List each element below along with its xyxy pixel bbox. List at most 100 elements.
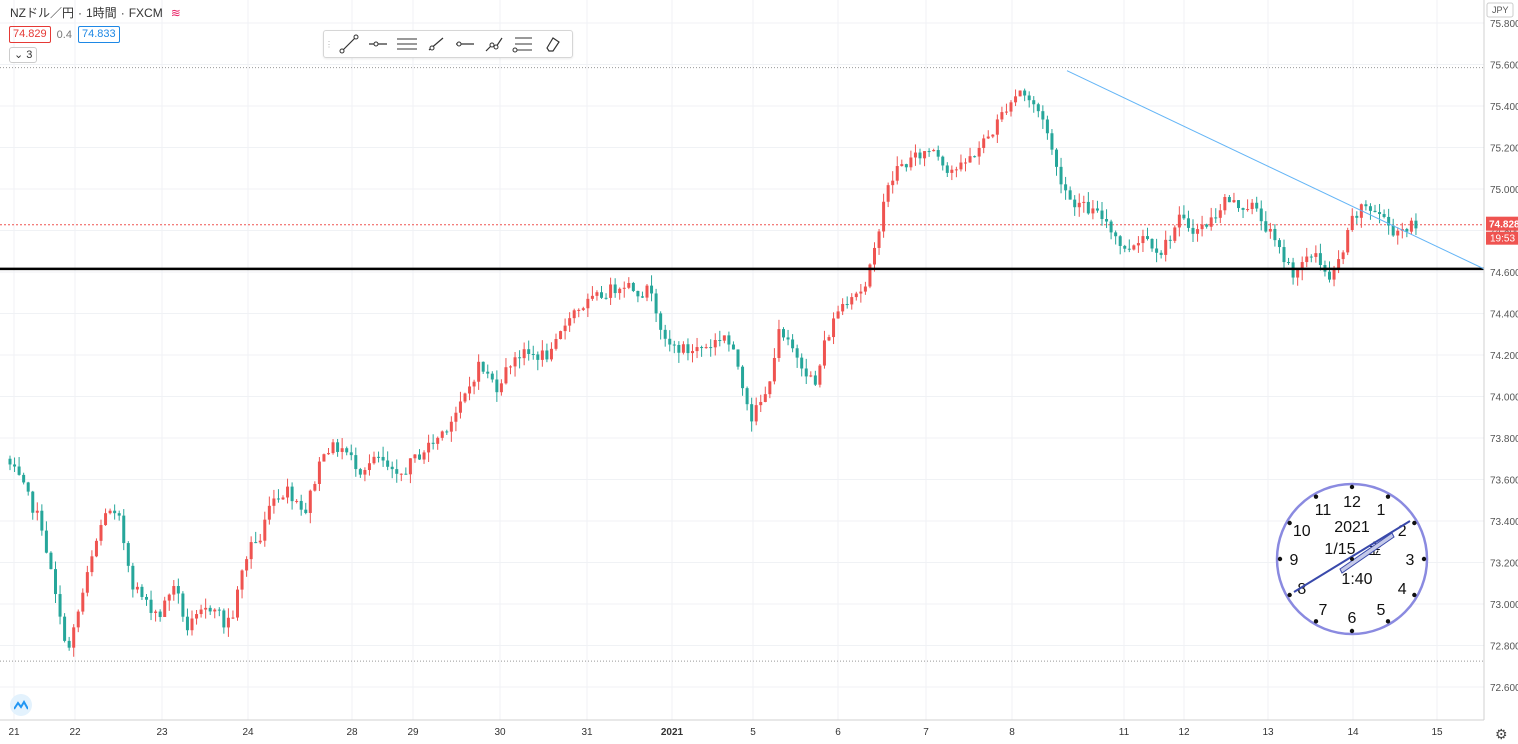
symbol-name: NZドル／円 <box>10 6 74 20</box>
clock-hour-hand <box>1339 532 1395 574</box>
tradingview-logo-icon[interactable] <box>10 694 32 716</box>
candle-body <box>645 285 649 298</box>
candle-body <box>1127 248 1131 250</box>
price-tick-label: 73.000 <box>1490 600 1518 611</box>
clock-tick <box>1287 592 1292 598</box>
ask-price[interactable]: 74.833 <box>77 26 120 43</box>
candle-body <box>495 379 499 393</box>
interval-label: 1時間 <box>86 6 117 20</box>
candle-body <box>1182 214 1186 219</box>
candle-body <box>586 298 590 309</box>
candle-body <box>1205 224 1209 227</box>
candle-body <box>1041 111 1045 120</box>
candle-body <box>522 349 526 359</box>
drawings[interactable] <box>0 70 1485 271</box>
clock-tick <box>1412 520 1417 526</box>
candle-body <box>427 442 431 453</box>
arrow-line-icon[interactable] <box>421 32 450 56</box>
candle-body <box>800 357 804 369</box>
clock-tick <box>1385 494 1391 499</box>
horizontal-ray-icon[interactable] <box>363 32 392 56</box>
candle-body <box>72 627 76 648</box>
parallel-channel-icon[interactable] <box>392 32 421 56</box>
candle-body <box>1296 269 1300 278</box>
candle-body <box>531 353 535 355</box>
clock-number: 7 <box>1319 602 1328 619</box>
candle-body <box>1223 197 1227 211</box>
candle-body <box>281 497 285 500</box>
currency-label: JPY <box>1492 5 1509 15</box>
candle-body <box>113 510 117 514</box>
candle-body <box>190 618 194 631</box>
candle-body <box>540 350 544 360</box>
candle-body <box>395 469 399 474</box>
candle-body <box>1073 199 1077 208</box>
candle-body <box>295 500 299 502</box>
clock-tick <box>1313 494 1319 499</box>
price-tick-label: 73.200 <box>1490 559 1518 570</box>
candle-body <box>217 609 221 611</box>
candle-body <box>308 490 312 513</box>
time-tick-label: 7 <box>923 727 929 738</box>
candle-body <box>859 291 863 294</box>
candle-body <box>791 339 795 349</box>
time-axis[interactable]: 21 22 23 24 28 29 30 31 2021 5 6 7 8 11 12 13 14 15 <box>0 719 1484 738</box>
candle-body <box>1186 218 1190 228</box>
candle-body <box>804 368 808 377</box>
price-axis[interactable]: 75.80075.60075.40075.20075.00074.80074.6… <box>1483 0 1518 744</box>
candle-body <box>1259 208 1263 222</box>
candle-body <box>559 331 563 340</box>
candle-body <box>1146 236 1149 239</box>
path-icon[interactable] <box>479 32 508 56</box>
candle-body <box>1059 166 1063 185</box>
drag-handle-icon[interactable]: ⋮ <box>325 39 333 49</box>
candle-body <box>477 361 481 382</box>
candle-body <box>691 351 694 354</box>
symbol-header[interactable]: NZドル／円 · 1時間 · FXCM ≋ <box>10 4 181 21</box>
clock-minute-hand <box>1293 520 1411 593</box>
quote-row: 74.829 0.4 74.833 <box>9 26 120 43</box>
candle-body <box>26 482 30 492</box>
candle-body <box>891 180 895 186</box>
candle-body <box>954 169 958 171</box>
candle-body <box>1177 214 1181 228</box>
candle-body <box>145 596 148 600</box>
candle-body <box>982 138 986 148</box>
candle-body <box>986 136 990 139</box>
candle-body <box>390 466 394 470</box>
candle-body <box>554 339 558 349</box>
candle-body <box>750 404 754 422</box>
horizontal-line-icon[interactable] <box>450 32 479 56</box>
candle-body <box>1227 197 1231 203</box>
gear-icon[interactable]: ⚙ <box>1495 726 1508 742</box>
bid-price[interactable]: 74.829 <box>9 26 51 43</box>
candle-body <box>1409 220 1413 232</box>
trend-line-icon[interactable] <box>334 32 363 56</box>
price-tick-label: 75.600 <box>1490 61 1518 72</box>
price-tick-label: 72.800 <box>1490 642 1518 653</box>
candle-body <box>581 308 585 310</box>
candle-body <box>636 290 640 297</box>
candle-body <box>58 594 62 617</box>
candle-body <box>1405 228 1409 232</box>
candle-body <box>490 373 494 380</box>
fib-icon[interactable] <box>508 32 537 56</box>
candle-body <box>322 454 326 462</box>
candle-body <box>117 513 121 516</box>
candle-body <box>163 600 167 618</box>
market-status-icon[interactable]: ≋ <box>170 5 181 20</box>
candle-body <box>1027 95 1031 101</box>
candle-body <box>486 371 490 374</box>
clock-number: 9 <box>1290 552 1299 569</box>
eraser-icon[interactable] <box>537 32 566 56</box>
candle-body <box>472 381 476 387</box>
indicator-collapse-button[interactable]: ⌄ 3 <box>9 47 38 63</box>
trend-line[interactable] <box>1066 70 1485 270</box>
candle-body <box>167 594 171 601</box>
candle-body <box>1382 214 1386 217</box>
price-axis-bg[interactable] <box>1484 0 1518 744</box>
candle-body <box>131 565 135 590</box>
candle-body <box>777 329 781 358</box>
candle-body <box>1105 219 1109 222</box>
